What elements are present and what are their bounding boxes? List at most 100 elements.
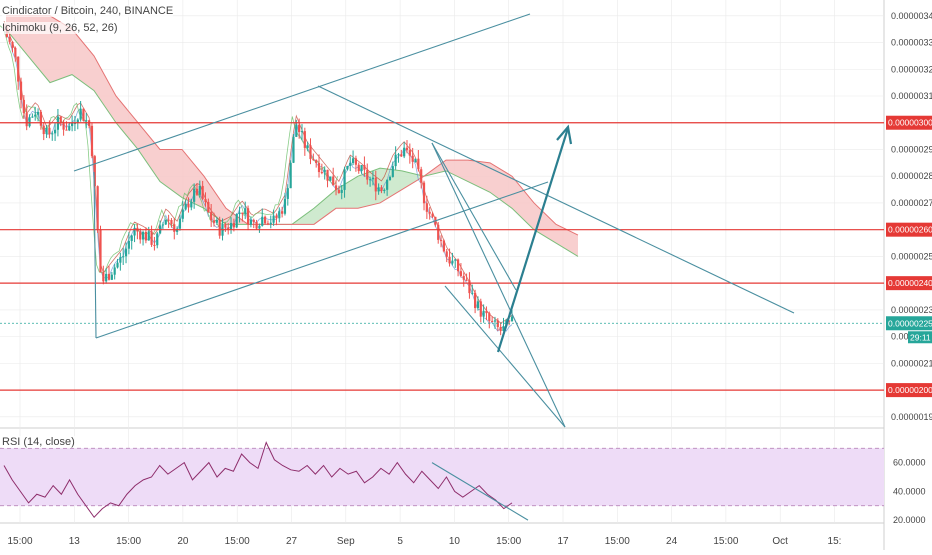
time-tick-label: 15:00: [225, 536, 250, 547]
candle-body: [249, 219, 253, 225]
candle-body: [346, 165, 349, 170]
rsi-tick-label: 60.0000: [893, 458, 926, 468]
candle-body: [11, 41, 14, 48]
candle-body: [315, 160, 318, 164]
time-tick-label: 17: [557, 536, 569, 547]
level-price-tag: [886, 222, 932, 237]
time-tick-label: Oct: [772, 536, 788, 547]
candle-body: [340, 189, 343, 193]
candle-body: [383, 189, 386, 191]
candle-body: [241, 212, 244, 215]
candle-body: [320, 172, 323, 174]
candle-body: [502, 326, 505, 332]
time-tick-label: 15:00: [496, 536, 521, 547]
candle-body: [428, 211, 431, 214]
candle-body: [448, 256, 451, 264]
candle-body: [459, 271, 463, 276]
candle-body: [141, 231, 145, 240]
candle-body: [210, 212, 213, 221]
ichimoku-cloud-segment: [138, 122, 160, 182]
candle-body: [62, 123, 65, 130]
candle-body: [349, 163, 352, 166]
candle-body: [442, 240, 445, 252]
candle-body: [496, 320, 499, 327]
candle-body: [334, 185, 338, 190]
candle-body: [82, 108, 85, 121]
time-tick-label: 24: [666, 536, 678, 547]
wedge-line-lower: [444, 285, 566, 428]
candle-body: [14, 47, 17, 57]
candle-body: [471, 292, 474, 294]
candle-body: [332, 176, 335, 186]
candle-body: [59, 116, 62, 124]
candle-body: [215, 219, 218, 223]
candle-body: [369, 179, 372, 181]
level-price-tag-text: 0.00000200: [888, 385, 932, 395]
rsi-legend[interactable]: RSI (14, close): [2, 436, 75, 448]
candle-body: [269, 222, 272, 225]
candle-body: [468, 280, 471, 294]
ichimoku-cloud-segment: [402, 170, 424, 190]
symbol-title: Cindicator / Bitcoin, 240, BINANCE: [2, 5, 174, 17]
candle-body: [127, 240, 130, 249]
price-tick-label: 0.00000190: [891, 412, 932, 422]
candle-body: [113, 267, 116, 275]
rsi-tick-label: 40.0000: [893, 486, 926, 496]
candle-body: [73, 123, 77, 125]
target-arrow-head: [556, 124, 573, 145]
candle-body: [79, 108, 82, 120]
candle-body: [212, 220, 216, 223]
candle-body: [360, 165, 363, 172]
ichimoku-cloud-segment: [490, 162, 512, 209]
candle-body: [224, 223, 227, 228]
candle-body: [411, 155, 414, 162]
candle-body: [508, 320, 511, 322]
candle-body: [244, 208, 247, 215]
ichimoku-cloud-segment: [512, 176, 534, 230]
candle-body: [227, 227, 230, 230]
candle-body: [323, 169, 326, 173]
ichimoku-cloud-segment: [182, 149, 204, 209]
candle-body: [48, 127, 51, 135]
candle-body: [8, 36, 11, 42]
candle-body: [303, 131, 306, 148]
ichimoku-legend[interactable]: Ichimoku (9, 26, 52, 26): [2, 22, 118, 34]
candle-body: [255, 222, 258, 229]
candle-body: [437, 224, 440, 240]
candle-body: [232, 222, 235, 228]
candle-body: [187, 203, 190, 208]
candle-body: [105, 273, 108, 282]
candle-body: [510, 316, 514, 322]
ichimoku-cloud-segment: [358, 168, 380, 209]
candle-body: [312, 159, 315, 161]
candle-body: [246, 208, 250, 225]
candle-body: [99, 229, 102, 273]
candle-body: [102, 272, 105, 282]
candle-body: [479, 301, 482, 317]
ichimoku-cloud-segment: [72, 29, 94, 91]
candle-body: [482, 310, 485, 317]
candle-body: [403, 147, 406, 157]
time-tick-label: Sep: [337, 536, 355, 547]
candle-body: [266, 223, 270, 225]
candle-body: [207, 201, 210, 213]
candle-body: [309, 145, 312, 160]
candle-body: [31, 116, 34, 118]
candle-body: [326, 169, 329, 181]
time-tick-label: 13: [69, 536, 81, 547]
symbol-legend: Cindicator / Bitcoin, 240, BINANCE: [2, 5, 174, 17]
candle-body: [397, 154, 400, 156]
candle-body: [371, 177, 375, 180]
candle-body: [306, 145, 309, 148]
candle-body: [451, 260, 454, 264]
candle-body: [374, 177, 377, 192]
ichimoku-label: Ichimoku (9, 26, 52, 26): [2, 22, 118, 34]
candle-body: [258, 225, 261, 229]
candle-body: [42, 125, 45, 135]
candle-body: [93, 156, 96, 187]
